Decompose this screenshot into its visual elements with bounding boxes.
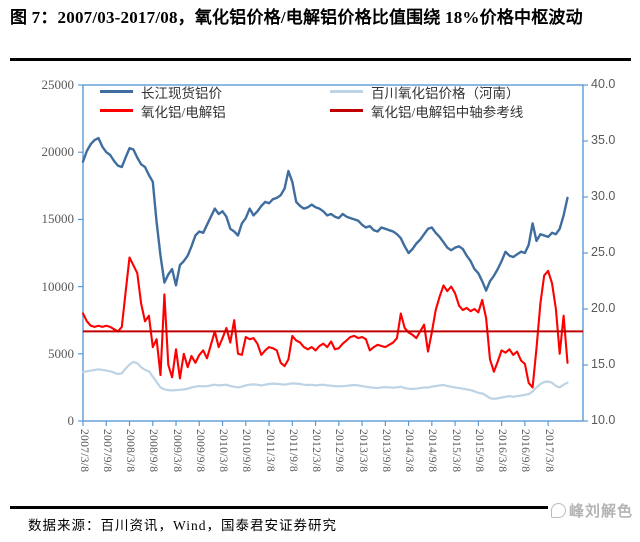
x-tick-label: 2008/3/8 — [124, 429, 136, 473]
x-tick-label: 2011/3/8 — [263, 429, 276, 472]
y-right-tick-label: 20.0 — [591, 301, 616, 315]
legend-swatch-icon — [100, 109, 133, 112]
legend-swatch-icon — [100, 90, 133, 93]
series-line-0 — [81, 360, 569, 400]
x-tick-label: 2013/3/8 — [356, 429, 369, 473]
watermark-text: 峰刘解色 — [568, 504, 633, 520]
x-tick-label: 2014/9/8 — [426, 429, 439, 473]
y-right-tick-label: 40.0 — [591, 77, 616, 91]
figure-title: 图 7：2007/03-2017/08，氧化铝价格/电解铝价格比值围绕 18%价… — [10, 8, 583, 27]
series-line-1 — [81, 136, 569, 292]
x-tick-label: 2017/3/8 — [542, 429, 555, 473]
watermark-logo-icon — [550, 503, 566, 518]
chart-legend: 长江现货铝价 氧化铝/电解铝 百川氧化铝价格（河南） 氧化铝/电解铝中轴参考线 — [100, 82, 523, 120]
legend-item-2: 百川氧化铝价格（河南） — [330, 82, 523, 101]
legend-label: 氧化铝/电解铝中轴参考线 — [371, 104, 524, 120]
x-tick-label: 2008/9/8 — [147, 429, 160, 473]
footer-divider — [10, 506, 631, 509]
legend-label: 百川氧化铝价格（河南） — [371, 85, 520, 101]
x-tick-label: 2007/9/8 — [100, 429, 113, 473]
x-tick-label: 2007/3/8 — [77, 429, 90, 473]
x-tick-label: 2009/3/8 — [170, 429, 183, 473]
y-left-tick-label: 10000 — [41, 278, 75, 294]
x-tick-label: 2012/9/8 — [333, 429, 346, 473]
x-tick-label: 2016/9/8 — [519, 429, 532, 473]
chart-area: 长江现货铝价 氧化铝/电解铝 百川氧化铝价格（河南） 氧化铝/电解铝中轴参考线 0 50… — [0, 65, 640, 505]
y-left-tick-label: 25000 — [41, 77, 75, 92]
y-left-tick-label: 5000 — [48, 345, 74, 361]
x-tick-label: 2010/9/8 — [240, 429, 253, 473]
x-tick-label: 2014/3/8 — [403, 429, 416, 473]
plot-svg — [78, 84, 588, 426]
x-tick-label: 2009/9/8 — [193, 429, 206, 473]
x-tick-label: 2010/3/8 — [217, 429, 230, 473]
x-tick-label: 2012/3/8 — [310, 429, 323, 473]
series-line-2 — [81, 256, 569, 389]
x-tick-label: 2015/9/8 — [472, 429, 485, 473]
y-left-tick-label: 0 — [67, 413, 75, 428]
legend-swatch-icon — [330, 109, 363, 112]
x-tick-label: 2013/9/8 — [379, 429, 392, 473]
y-left-tick-label: 20000 — [41, 144, 75, 160]
data-source: 数据来源：百川资讯，Wind，国泰君安证券研究 — [28, 518, 337, 533]
y-right-tick-label: 15.0 — [591, 357, 616, 371]
y-right-tick-label: 25.0 — [591, 245, 616, 259]
y-right-tick-label: 10.0 — [591, 413, 616, 427]
legend-item-3: 氧化铝/电解铝中轴参考线 — [330, 101, 523, 120]
x-tick-label: 2015/3/8 — [449, 429, 462, 473]
x-tick-label: 2016/3/8 — [496, 429, 509, 473]
y-right-tick-label: 35.0 — [591, 133, 616, 147]
x-tick-label: 2011/9/8 — [286, 429, 299, 472]
watermark: 峰刘解色 — [547, 500, 636, 521]
y-right-tick-label: 30.0 — [591, 189, 616, 203]
legend-label: 长江现货铝价 — [141, 85, 222, 101]
legend-item-1: 氧化铝/电解铝 — [100, 101, 330, 120]
legend-label: 氧化铝/电解铝 — [141, 104, 226, 120]
legend-swatch-icon — [330, 90, 363, 93]
y-left-tick-label: 15000 — [41, 211, 75, 227]
legend-item-0: 长江现货铝价 — [100, 82, 330, 101]
title-divider — [10, 58, 631, 61]
